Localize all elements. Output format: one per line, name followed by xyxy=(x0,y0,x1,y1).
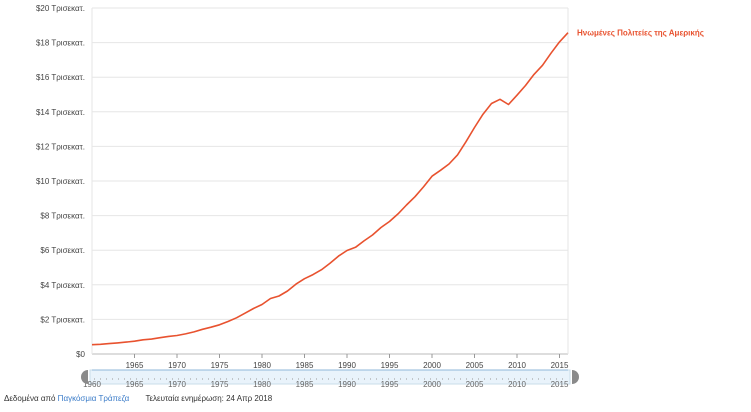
source-link[interactable]: Παγκόσμια Τράπεζα xyxy=(57,394,130,403)
y-tick-label: $0 xyxy=(76,350,85,359)
slider-year-label: 1970 xyxy=(168,380,186,389)
slider-track[interactable] xyxy=(89,369,571,385)
slider-year-label: 2010 xyxy=(508,380,526,389)
y-tick-label: $8 Τρισεκατ. xyxy=(40,212,85,221)
x-tick-label: 1975 xyxy=(211,361,229,370)
y-tick-label: $18 Τρισεκατ. xyxy=(36,39,85,48)
slider-year-label: 2000 xyxy=(423,380,441,389)
y-tick-label: $12 Τρισεκατ. xyxy=(36,142,85,151)
slider-handle-knob[interactable] xyxy=(572,370,579,384)
slider-year-label: 1995 xyxy=(381,380,399,389)
y-tick-label: $4 Τρισεκατ. xyxy=(40,281,85,290)
y-tick-label: $6 Τρισεκατ. xyxy=(40,246,85,255)
slider-year-label: 1990 xyxy=(338,380,356,389)
slider-year-label: 1985 xyxy=(296,380,314,389)
time-range-slider[interactable]: 1960 1965 1970 1975 1980 1985 1990 1995 2000 2005… xyxy=(81,369,579,389)
x-tick-label: 1980 xyxy=(253,361,271,370)
axes xyxy=(91,8,569,354)
slider-year-label: 1960 xyxy=(83,380,101,389)
x-tick-label: 1970 xyxy=(168,361,186,370)
x-tick-label: 2015 xyxy=(551,361,569,370)
footer: Δεδομένα από Παγκόσμια Τράπεζα Τελευταία… xyxy=(4,394,272,403)
series-layer xyxy=(91,32,569,346)
x-tick-label: 2000 xyxy=(423,361,441,370)
slider-handle-knob[interactable] xyxy=(81,370,88,384)
y-tick-label: $20 Τρισεκατ. xyxy=(36,4,85,13)
y-tick-label: $16 Τρισεκατ. xyxy=(36,73,85,82)
x-tick-label: 1985 xyxy=(296,361,314,370)
x-tick-label: 2010 xyxy=(508,361,526,370)
x-axis-ticks: 1965 1970 1975 1980 1985 1990 1995 2000 2005 2010… xyxy=(126,354,569,370)
slider-handle-right[interactable] xyxy=(572,370,579,384)
slider-year-label: 2015 xyxy=(551,380,569,389)
series-line xyxy=(91,32,569,346)
y-tick-label: $2 Τρισεκατ. xyxy=(40,315,85,324)
x-tick-label: 2005 xyxy=(466,361,484,370)
y-axis-ticks: $0 $2 Τρισεκατ. $4 Τρισεκατ. $6 Τρισεκατ. $8… xyxy=(36,4,86,359)
slider-year-label: 1965 xyxy=(126,380,144,389)
slider-year-label: 1975 xyxy=(211,380,229,389)
slider-year-label: 1980 xyxy=(253,380,271,389)
x-tick-label: 1995 xyxy=(381,361,399,370)
slider-handle-left[interactable] xyxy=(81,370,88,384)
y-tick-label: $10 Τρισεκατ. xyxy=(36,177,85,186)
slider-year-label: 2005 xyxy=(466,380,484,389)
legend: Ηνωμένες Πολιτείες της Αμερικής xyxy=(577,29,704,38)
x-tick-label: 1990 xyxy=(338,361,356,370)
series-label: Ηνωμένες Πολιτείες της Αμερικής xyxy=(577,29,704,38)
x-tick-label: 1965 xyxy=(126,361,144,370)
last-updated: Τελευταία ενημέρωση: 24 Απρ 2018 xyxy=(145,394,273,403)
source-prefix: Δεδομένα από xyxy=(4,394,56,403)
y-tick-label: $14 Τρισεκατ. xyxy=(36,108,85,117)
gridlines xyxy=(92,7,568,355)
